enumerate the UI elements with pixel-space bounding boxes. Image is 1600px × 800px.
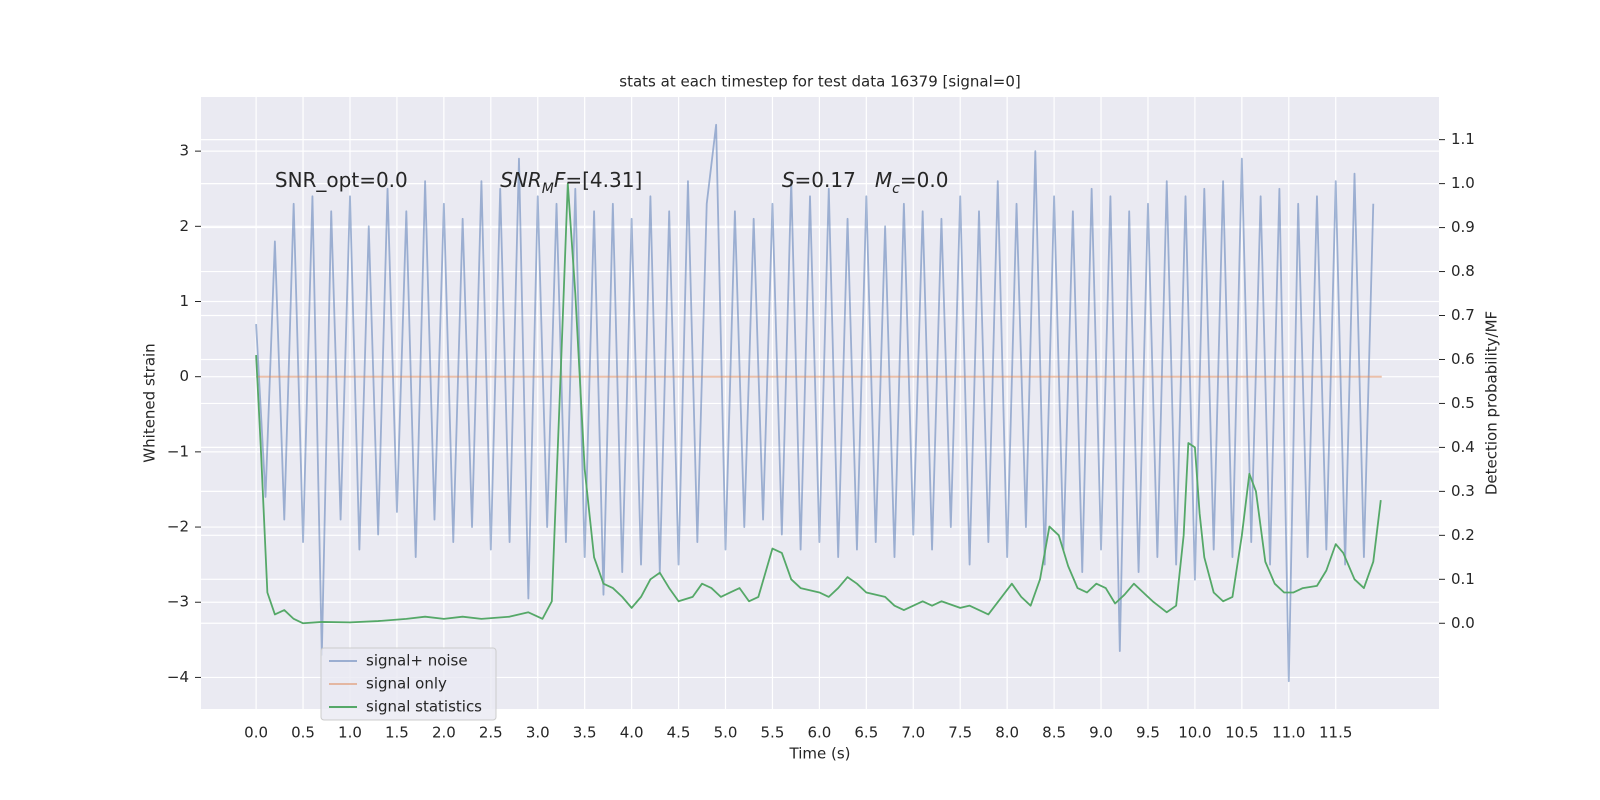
y2-tick-label: 1.0 <box>1451 174 1475 192</box>
x-tick-label: 4.0 <box>620 724 644 742</box>
y2-tick-label: 0.5 <box>1451 394 1475 412</box>
y2-tick-label: 0.2 <box>1451 526 1475 544</box>
x-tick-label: 8.5 <box>1042 724 1066 742</box>
y-tick-label: 1 <box>179 292 189 310</box>
y-tick-label: −4 <box>167 668 189 686</box>
x-tick-label: 3.0 <box>526 724 550 742</box>
annotation-part: =0.17 <box>795 168 875 192</box>
y2-axis-label: Detection probability/MF <box>1483 311 1501 495</box>
annotation-part: =0.0 <box>900 168 949 192</box>
x-tick-label: 0.5 <box>291 724 315 742</box>
annotation: SNR_opt=0.0 <box>275 168 408 192</box>
y2-tick-label: 0.8 <box>1451 262 1475 280</box>
x-tick-label: 7.5 <box>948 724 972 742</box>
annotation-part: F <box>554 168 566 192</box>
y-tick-label: 0 <box>179 367 189 385</box>
annotation-part: SNR <box>500 168 542 192</box>
x-tick-label: 4.5 <box>667 724 691 742</box>
x-tick-label: 8.0 <box>995 724 1019 742</box>
x-tick-label: 7.0 <box>901 724 925 742</box>
x-tick-label: 9.0 <box>1089 724 1113 742</box>
annotation-part: c <box>892 181 900 197</box>
x-tick-label: 11.0 <box>1272 724 1305 742</box>
series-line <box>255 123 1375 683</box>
y2-tick-label: 0.0 <box>1451 614 1475 632</box>
y2-tick-label: 0.6 <box>1451 350 1475 368</box>
annotation-part: SNR_opt=0.0 <box>275 168 408 192</box>
x-tick-label: 1.5 <box>385 724 409 742</box>
legend-label: signal only <box>366 675 447 693</box>
x-tick-label: 6.0 <box>807 724 831 742</box>
x-tick-label: 6.5 <box>854 724 878 742</box>
y2-tick-label: 0.9 <box>1451 218 1475 236</box>
series-line <box>255 182 1382 625</box>
x-tick-label: 10.5 <box>1225 724 1258 742</box>
annotation: S=0.17 Mc=0.0 <box>782 168 949 198</box>
y2-tick-label: 0.7 <box>1451 306 1475 324</box>
y2-tick-label: 0.4 <box>1451 438 1475 456</box>
annotation-part: M <box>875 168 892 192</box>
y-tick-label: 3 <box>179 142 189 160</box>
x-tick-label: 2.5 <box>479 724 503 742</box>
y-tick-label: 2 <box>179 217 189 235</box>
legend-box <box>320 647 497 721</box>
y-tick-label: −1 <box>167 442 189 460</box>
x-tick-label: 9.5 <box>1136 724 1160 742</box>
x-tick-label: 3.5 <box>573 724 597 742</box>
x-tick-label: 1.0 <box>338 724 362 742</box>
x-axis-label: Time (s) <box>789 745 851 763</box>
chart-title: stats at each timestep for test data 163… <box>619 73 1020 91</box>
annotation-part: S <box>782 168 795 192</box>
y-tick-label: −2 <box>167 518 189 536</box>
y2-tick-label: 0.1 <box>1451 570 1475 588</box>
x-tick-label: 0.0 <box>244 724 268 742</box>
x-tick-label: 11.5 <box>1319 724 1352 742</box>
x-tick-label: 5.5 <box>761 724 785 742</box>
annotation-part: M <box>542 181 554 197</box>
y-axis-label: Whitened strain <box>141 343 159 462</box>
annotation: SNRMF=[4.31] <box>500 168 642 198</box>
x-tick-label: 5.0 <box>714 724 738 742</box>
x-tick-label: 10.0 <box>1178 724 1211 742</box>
legend-label: signal+ noise <box>366 652 468 670</box>
y2-tick-label: 1.1 <box>1451 130 1475 148</box>
y-tick-label: −3 <box>167 593 189 611</box>
annotation-part: =[4.31] <box>565 168 642 192</box>
x-tick-label: 2.0 <box>432 724 456 742</box>
legend-label: signal statistics <box>366 698 482 716</box>
y2-tick-label: 0.3 <box>1451 482 1475 500</box>
